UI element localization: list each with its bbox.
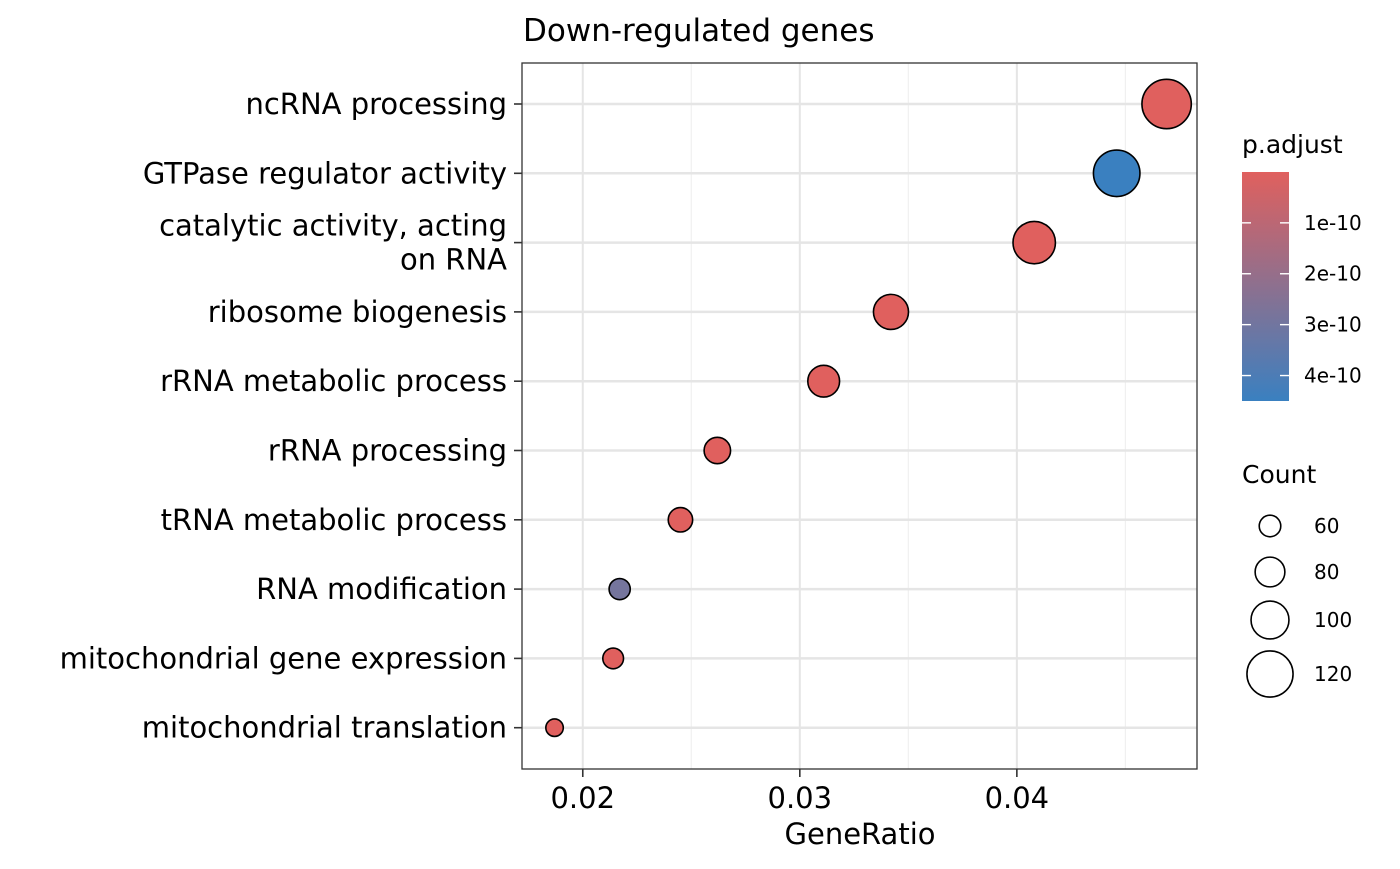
data-point [1092, 149, 1141, 198]
data-point [545, 718, 565, 738]
color-legend-bar [1242, 172, 1289, 401]
plot-panel [522, 63, 1197, 769]
y-tick-label-line: on RNA [400, 243, 507, 277]
data-point [1141, 78, 1193, 130]
size-legend-circle [1250, 600, 1290, 640]
data-point [608, 577, 632, 601]
color-legend-title: p.adjust [1242, 130, 1343, 159]
data-point [806, 364, 841, 398]
y-tick-label-line: ncRNA processing [245, 87, 507, 121]
color-legend-label: 4e-10 [1304, 364, 1362, 388]
y-tick-label-line: tRNA metabolic process [161, 503, 507, 537]
x-axis-label: GeneRatio [785, 817, 936, 851]
y-tick-label: RNA modification [256, 572, 507, 606]
x-tick-label: 0.03 [768, 781, 833, 815]
size-legend-label: 100 [1314, 608, 1352, 632]
size-legend-circle [1246, 650, 1294, 698]
y-tick-label: ribosome biogenesis [208, 295, 507, 329]
y-tick-label-line: GTPase regulator activity [143, 156, 507, 190]
data-point [667, 506, 694, 533]
size-legend-label: 80 [1314, 560, 1339, 584]
data-point [872, 293, 910, 331]
data-point [601, 647, 625, 670]
plot-border [521, 62, 1198, 770]
data-point [1012, 220, 1057, 265]
size-legend-circle [1258, 514, 1282, 538]
x-tick-label: 0.02 [550, 781, 615, 815]
y-tick-label: catalytic activity, acting on RNA [159, 209, 507, 277]
size-legend-circle [1254, 556, 1286, 588]
color-legend-label: 1e-10 [1304, 211, 1362, 235]
chart-title: Down-regulated genes [523, 13, 874, 49]
y-tick-label: rRNA processing [268, 434, 507, 468]
color-legend-label: 3e-10 [1304, 313, 1362, 337]
y-tick-label: GTPase regulator activity [143, 156, 507, 190]
y-tick-label: mitochondrial translation [142, 711, 507, 745]
y-tick-label: ncRNA processing [245, 87, 507, 121]
y-tick-label-line: rRNA metabolic process [160, 364, 507, 398]
size-legend-label: 60 [1314, 514, 1339, 538]
y-tick-label-line: rRNA processing [268, 434, 507, 468]
y-tick-label-line: ribosome biogenesis [208, 295, 507, 329]
y-tick-label: tRNA metabolic process [161, 503, 507, 537]
y-tick-label: rRNA metabolic process [160, 364, 507, 398]
y-tick-label-line: mitochondrial translation [142, 711, 507, 745]
y-tick-label-line: RNA modification [256, 572, 507, 606]
color-legend-label: 2e-10 [1304, 262, 1362, 286]
y-tick-label-line: catalytic activity, acting [159, 209, 507, 243]
size-legend-title: Count [1242, 460, 1316, 489]
y-tick-label-line: mitochondrial gene expression [60, 641, 507, 675]
x-tick-label: 0.04 [985, 781, 1050, 815]
data-point [703, 436, 732, 465]
size-legend-label: 120 [1314, 662, 1352, 686]
y-tick-label: mitochondrial gene expression [60, 641, 507, 675]
